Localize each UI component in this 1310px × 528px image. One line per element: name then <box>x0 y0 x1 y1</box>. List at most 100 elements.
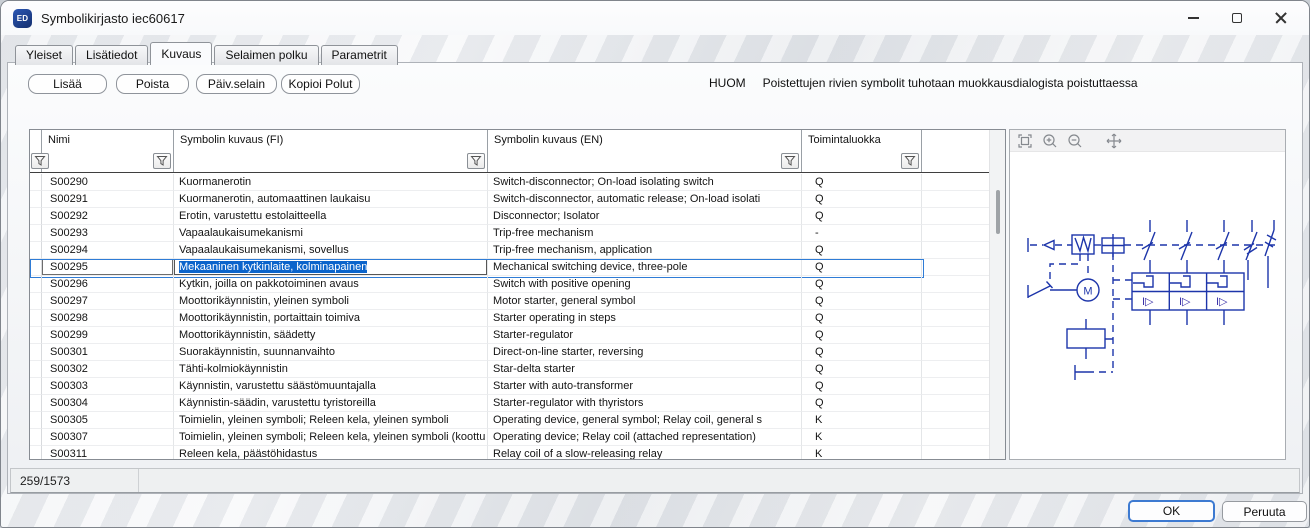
cell-nimi[interactable]: S00296 <box>42 276 174 293</box>
cell-kuvaus-fi[interactable]: Mekaaninen kytkinlaite, kolminapainen <box>174 259 488 276</box>
table-row[interactable]: S00293 Vapaalaukaisumekanismi Trip-free … <box>30 225 989 242</box>
cell-toimintaluokka[interactable]: Q <box>802 208 922 225</box>
cell-nimi[interactable]: S00307 <box>42 429 174 446</box>
header-nimi[interactable]: Nimi <box>42 130 174 172</box>
preview-canvas[interactable]: I▷ I▷ I▷ M <box>1010 152 1285 459</box>
table-row[interactable]: S00291 Kuormanerotin, automaattinen lauk… <box>30 191 989 208</box>
cell-kuvaus-en[interactable]: Relay coil of a slow-releasing relay <box>488 446 802 459</box>
cell-kuvaus-fi[interactable]: Käynnistin-säädin, varustettu tyristorei… <box>174 395 488 412</box>
zoom-window-button[interactable] <box>1015 131 1035 151</box>
tab-lisatiedot[interactable]: Lisätiedot <box>75 45 149 65</box>
cell-kuvaus-fi[interactable]: Kytkin, joilla on pakkotoiminen avaus <box>174 276 488 293</box>
cell-kuvaus-en[interactable]: Starter operating in steps <box>488 310 802 327</box>
cell-kuvaus-en[interactable]: Switch-disconnector, automatic release; … <box>488 191 802 208</box>
tab-selaimen-polku[interactable]: Selaimen polku <box>214 45 319 65</box>
cell-kuvaus-fi[interactable]: Vapaalaukaisumekanismi <box>174 225 488 242</box>
cell-toimintaluokka[interactable]: Q <box>802 344 922 361</box>
titlebar[interactable]: ED Symbolikirjasto iec60617 <box>1 1 1309 35</box>
tab-kuvaus[interactable]: Kuvaus <box>150 42 213 65</box>
table-row[interactable]: S00303 Käynnistin, varustettu säästömuun… <box>30 378 989 395</box>
table-scrollbar[interactable] <box>989 130 1005 459</box>
cell-kuvaus-en[interactable]: Starter-regulator <box>488 327 802 344</box>
cell-kuvaus-en[interactable]: Motor starter, general symbol <box>488 293 802 310</box>
cell-kuvaus-fi[interactable]: Toimielin, yleinen symboli; Releen kela,… <box>174 412 488 429</box>
cell-toimintaluokka[interactable]: Q <box>802 327 922 344</box>
cell-nimi[interactable]: S00311 <box>42 446 174 459</box>
ok-button[interactable]: OK <box>1128 500 1215 522</box>
cell-nimi[interactable]: S00305 <box>42 412 174 429</box>
cell-kuvaus-en[interactable]: Starter-regulator with thyristors <box>488 395 802 412</box>
cell-toimintaluokka[interactable]: - <box>802 225 922 242</box>
header-kuvaus-fi[interactable]: Symbolin kuvaus (FI) <box>174 130 488 172</box>
cell-toimintaluokka[interactable]: K <box>802 446 922 459</box>
kopioi-polut-button[interactable]: Kopioi Polut <box>281 74 360 94</box>
cell-kuvaus-fi[interactable]: Toimielin, yleinen symboli; Releen kela,… <box>174 429 488 446</box>
cell-kuvaus-en[interactable]: Operating device; Relay coil (attached r… <box>488 429 802 446</box>
table-row[interactable]: S00311 Releen kela, päästöhidastus Relay… <box>30 446 989 459</box>
cell-toimintaluokka[interactable]: Q <box>802 310 922 327</box>
cell-toimintaluokka[interactable]: K <box>802 412 922 429</box>
paiv-selain-button[interactable]: Päiv.selain <box>196 74 277 94</box>
cell-toimintaluokka[interactable]: Q <box>802 242 922 259</box>
cell-kuvaus-en[interactable]: Direct-on-line starter, reversing <box>488 344 802 361</box>
table-row[interactable]: S00294 Vapaalaukaisumekanismi, sovellus … <box>30 242 989 259</box>
cell-kuvaus-fi[interactable]: Käynnistin, varustettu säästömuuntajalla <box>174 378 488 395</box>
zoom-in-button[interactable] <box>1040 131 1060 151</box>
cell-toimintaluokka[interactable]: Q <box>802 191 922 208</box>
cell-nimi[interactable]: S00301 <box>42 344 174 361</box>
table-row[interactable]: S00290 Kuormanerotin Switch-disconnector… <box>30 174 989 191</box>
cell-kuvaus-en[interactable]: Starter with auto-transformer <box>488 378 802 395</box>
header-toimintaluokka[interactable]: Toimintaluokka <box>802 130 922 172</box>
table-row[interactable]: S00302 Tähti-kolmiokäynnistin Star-delta… <box>30 361 989 378</box>
cell-kuvaus-en[interactable]: Disconnector; Isolator <box>488 208 802 225</box>
cell-nimi[interactable]: S00294 <box>42 242 174 259</box>
cell-toimintaluokka[interactable]: Q <box>802 361 922 378</box>
zoom-out-button[interactable] <box>1065 131 1085 151</box>
filter-button-nimi[interactable] <box>153 153 171 169</box>
cell-kuvaus-fi[interactable]: Moottorikäynnistin, säädetty <box>174 327 488 344</box>
cell-kuvaus-en[interactable]: Star-delta starter <box>488 361 802 378</box>
pan-button[interactable] <box>1104 131 1124 151</box>
cell-kuvaus-en[interactable]: Mechanical switching device, three-pole <box>488 259 802 276</box>
cell-kuvaus-fi[interactable]: Vapaalaukaisumekanismi, sovellus <box>174 242 488 259</box>
cell-nimi[interactable]: S00299 <box>42 327 174 344</box>
tab-yleiset[interactable]: Yleiset <box>15 45 74 65</box>
cell-kuvaus-fi[interactable]: Kuormanerotin <box>174 174 488 191</box>
poista-button[interactable]: Poista <box>116 74 189 94</box>
cell-nimi[interactable]: S00295 <box>42 259 174 276</box>
close-button[interactable] <box>1259 1 1303 35</box>
cell-kuvaus-en[interactable]: Trip-free mechanism <box>488 225 802 242</box>
cell-toimintaluokka[interactable]: Q <box>802 259 922 276</box>
table-row[interactable]: S00304 Käynnistin-säädin, varustettu tyr… <box>30 395 989 412</box>
cell-toimintaluokka[interactable]: Q <box>802 293 922 310</box>
cell-kuvaus-fi[interactable]: Moottorikäynnistin, yleinen symboli <box>174 293 488 310</box>
table-row[interactable]: S00307 Toimielin, yleinen symboli; Relee… <box>30 429 989 446</box>
cell-toimintaluokka[interactable]: Q <box>802 276 922 293</box>
cell-nimi[interactable]: S00293 <box>42 225 174 242</box>
cell-nimi[interactable]: S00297 <box>42 293 174 310</box>
cancel-button[interactable]: Peruuta <box>1222 501 1307 522</box>
cell-toimintaluokka[interactable]: Q <box>802 395 922 412</box>
cell-kuvaus-en[interactable]: Switch-disconnector; On-load isolating s… <box>488 174 802 191</box>
cell-nimi[interactable]: S00302 <box>42 361 174 378</box>
table-row[interactable]: S00296 Kytkin, joilla on pakkotoiminen a… <box>30 276 989 293</box>
lisaa-button[interactable]: Lisää <box>28 74 107 94</box>
cell-kuvaus-fi[interactable]: Erotin, varustettu estolaitteella <box>174 208 488 225</box>
table-row[interactable]: S00292 Erotin, varustettu estolaitteella… <box>30 208 989 225</box>
cell-nimi[interactable]: S00291 <box>42 191 174 208</box>
cell-kuvaus-fi[interactable]: Moottorikäynnistin, portaittain toimiva <box>174 310 488 327</box>
table-scrollbar-thumb[interactable] <box>996 190 1000 234</box>
cell-kuvaus-fi[interactable]: Tähti-kolmiokäynnistin <box>174 361 488 378</box>
header-kuvaus-en[interactable]: Symbolin kuvaus (EN) <box>488 130 802 172</box>
table-row[interactable]: S00298 Moottorikäynnistin, portaittain t… <box>30 310 989 327</box>
cell-toimintaluokka[interactable]: K <box>802 429 922 446</box>
filter-button-luokka[interactable] <box>901 153 919 169</box>
table-row[interactable]: S00301 Suorakäynnistin, suunnanvaihto Di… <box>30 344 989 361</box>
cell-nimi[interactable]: S00298 <box>42 310 174 327</box>
cell-toimintaluokka[interactable]: Q <box>802 174 922 191</box>
cell-nimi[interactable]: S00290 <box>42 174 174 191</box>
minimize-button[interactable] <box>1171 1 1215 35</box>
table-row[interactable]: S00305 Toimielin, yleinen symboli; Relee… <box>30 412 989 429</box>
cell-kuvaus-fi[interactable]: Kuormanerotin, automaattinen laukaisu <box>174 191 488 208</box>
cell-nimi[interactable]: S00292 <box>42 208 174 225</box>
